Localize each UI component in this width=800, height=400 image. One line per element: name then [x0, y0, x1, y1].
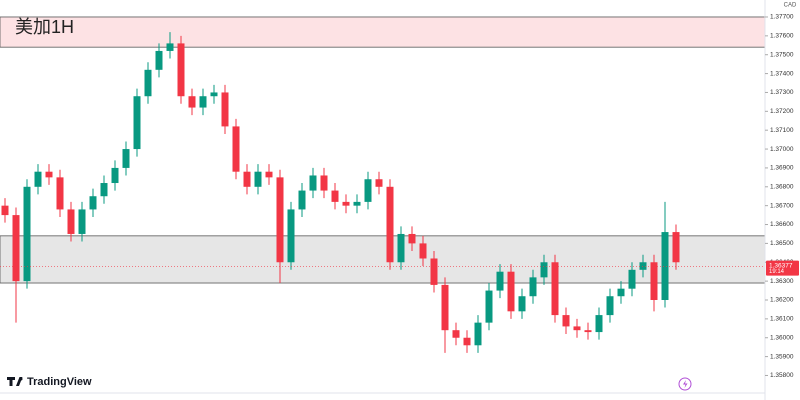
lightning-bolt: [683, 380, 688, 388]
candle-body: [419, 243, 427, 259]
candle-body: [452, 330, 460, 338]
candle-body: [133, 96, 141, 150]
candle-body: [276, 177, 284, 263]
y-tick-label: 1.37400: [770, 70, 794, 77]
candle-body: [529, 277, 537, 297]
candle-body: [650, 262, 658, 300]
candle-body: [56, 177, 64, 210]
y-tick-label: 1.37200: [770, 108, 794, 115]
candle-body: [540, 262, 548, 278]
candle-body: [639, 262, 647, 270]
y-tick-label: 1.37300: [770, 89, 794, 96]
candle-body: [518, 296, 526, 312]
y-tick-label: 1.36000: [770, 334, 794, 341]
candle-body: [111, 167, 119, 184]
candle-body: [595, 315, 603, 333]
candle-body: [243, 171, 251, 187]
candle-body: [199, 96, 207, 108]
countdown: 19:14: [769, 269, 785, 275]
candle-body: [397, 233, 405, 263]
candle-body: [254, 171, 262, 187]
candle-body: [100, 183, 108, 197]
y-tick-label: 1.35900: [770, 353, 794, 360]
logo-dot: [19, 377, 23, 381]
y-tick-label: 1.36600: [770, 221, 794, 228]
y-tick-label: 1.36300: [770, 278, 794, 285]
last-price-box: [766, 260, 799, 276]
last-price-label: 1.36377: [769, 262, 793, 269]
candle-body: [485, 290, 493, 323]
candle-body: [474, 322, 482, 346]
candle-body: [188, 96, 196, 108]
y-tick-label: 1.36700: [770, 202, 794, 209]
candle-body: [430, 258, 438, 285]
candle-body: [12, 215, 20, 282]
y-tick-label: 1.36100: [770, 316, 794, 323]
currency-label: CAD: [784, 3, 797, 9]
candle-body: [573, 326, 581, 331]
candle-body: [67, 209, 75, 234]
candle-body: [562, 315, 570, 327]
y-tick-label: 1.36900: [770, 165, 794, 172]
candle-body: [210, 92, 218, 97]
candle-body: [232, 126, 240, 172]
candle-body: [320, 175, 328, 191]
y-tick-label: 1.36200: [770, 297, 794, 304]
logo-icon: [7, 377, 23, 386]
candle-body: [342, 201, 350, 206]
y-tick-label: 1.36500: [770, 240, 794, 247]
candle-body: [584, 330, 592, 333]
candle-body: [617, 288, 625, 297]
candle-body: [122, 149, 130, 168]
candle-body: [1, 205, 9, 216]
zone: [0, 16, 766, 48]
y-tick-label: 1.37100: [770, 127, 794, 134]
y-tick-label: 1.37600: [770, 33, 794, 40]
candle-body: [628, 269, 636, 289]
zone: [0, 235, 766, 284]
y-tick-label: 1.35800: [770, 372, 794, 379]
brand-name: TradingView: [27, 376, 92, 388]
chart-title: 美加1H: [15, 17, 74, 37]
candle-body: [89, 196, 97, 210]
candle-body: [364, 179, 372, 202]
y-tick-label: 1.37500: [770, 51, 794, 58]
candle-body: [386, 186, 394, 263]
candle-body: [34, 171, 42, 187]
candle-body: [309, 175, 317, 191]
candle-body: [672, 232, 680, 263]
lightning-icon[interactable]: [678, 377, 692, 391]
candle-body: [441, 284, 449, 331]
candle-body: [221, 92, 229, 127]
candle-body: [23, 186, 31, 282]
candle-body: [298, 190, 306, 210]
candle-body: [375, 179, 383, 187]
y-tick-label: 1.36800: [770, 184, 794, 191]
candle-body: [166, 43, 174, 51]
candle-body: [287, 209, 295, 263]
candle-body: [507, 271, 515, 312]
candle-body: [144, 69, 152, 97]
candle-body: [78, 209, 86, 234]
y-tick-label: 1.37000: [770, 146, 794, 153]
candle-body: [353, 201, 361, 206]
candle-body: [496, 271, 504, 291]
candle-body: [155, 50, 163, 70]
candle-body: [177, 43, 185, 97]
y-tick-label: 1.37700: [770, 14, 794, 21]
brand-logo: TradingView: [7, 376, 92, 388]
candle-body: [463, 337, 471, 346]
candle-body: [265, 171, 273, 178]
candle-body: [331, 190, 339, 202]
candle-body: [408, 233, 416, 244]
candle-body: [551, 262, 559, 316]
candle-body: [661, 232, 669, 300]
candle-body: [45, 171, 53, 178]
candle-body: [606, 296, 614, 316]
